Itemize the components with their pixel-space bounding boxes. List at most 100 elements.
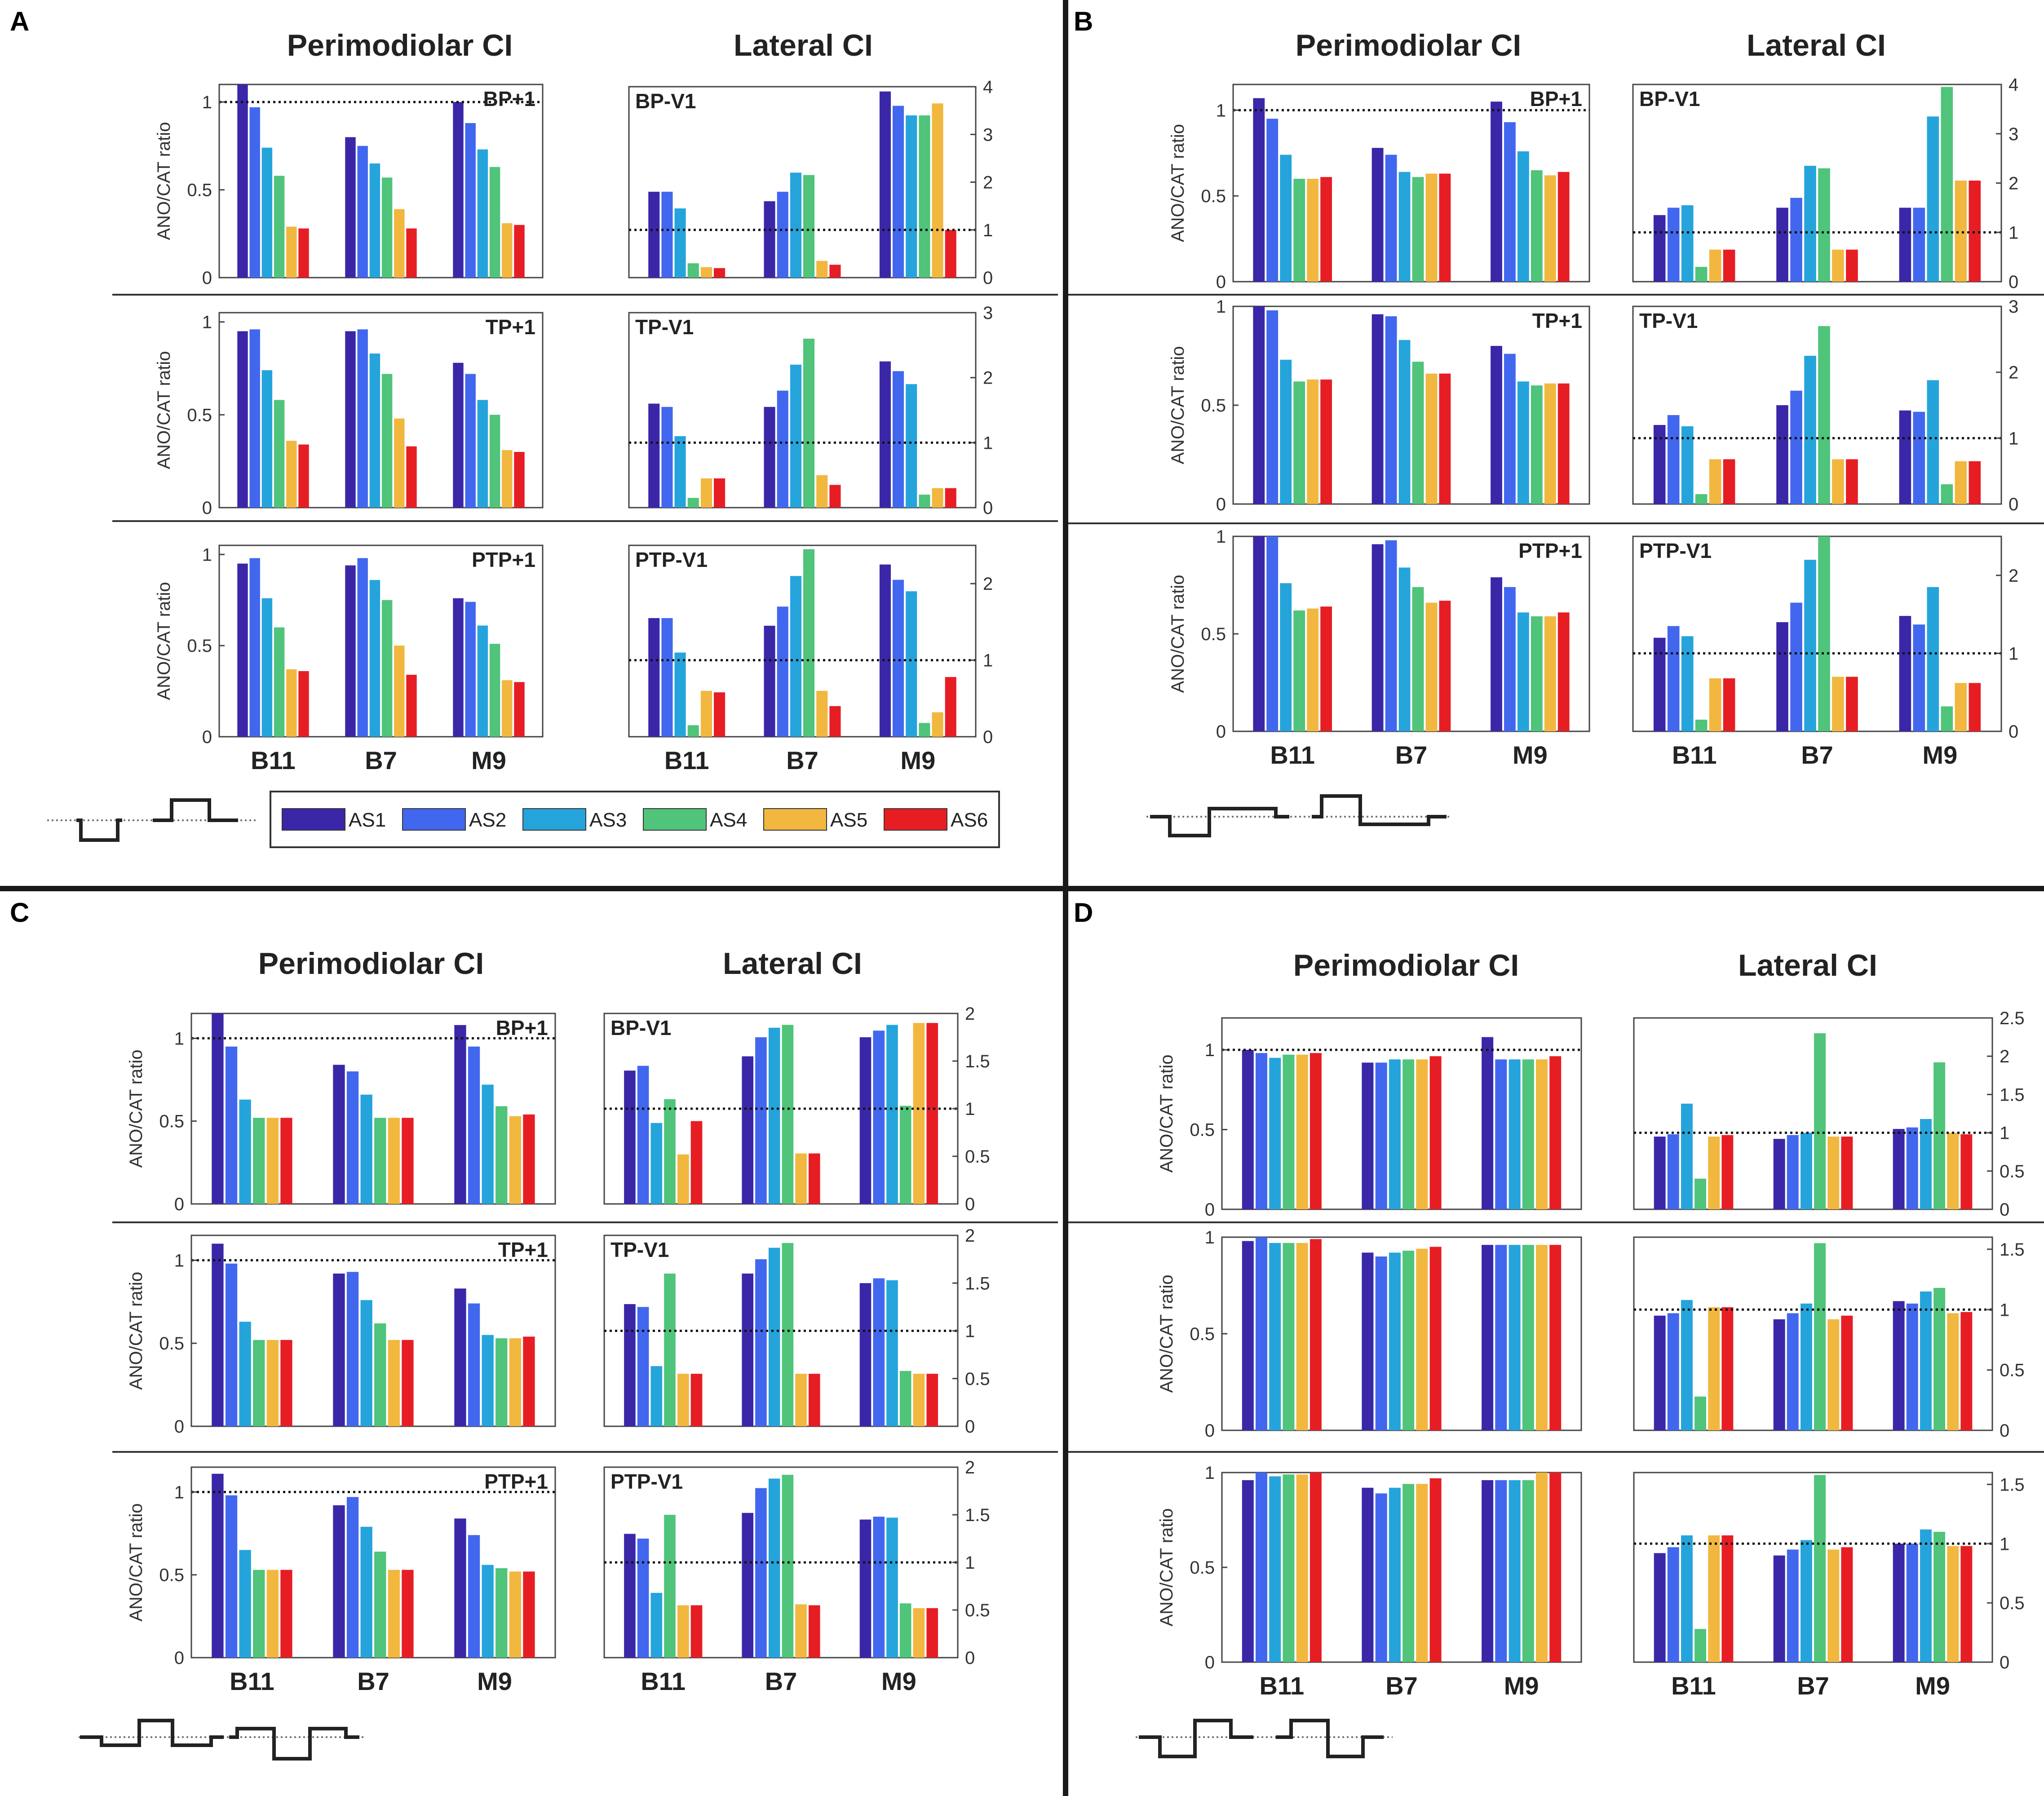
condition-label: TP+1: [486, 315, 535, 339]
bar-as4-m9: [1941, 87, 1953, 282]
bar-as1-b11: [237, 331, 248, 508]
bar-as2-b7: [346, 1071, 359, 1204]
bar-as1-b11: [1242, 1480, 1254, 1662]
bar-as5-b7: [1425, 373, 1438, 504]
bar-as5-b7: [1827, 1319, 1840, 1431]
y-tick-label: 1.5: [965, 1505, 990, 1525]
bar-as6-m9: [523, 1114, 535, 1204]
bar-as6-b11: [1320, 177, 1332, 282]
bar-as1-m9: [1893, 1301, 1905, 1430]
y-tick-label: 1: [1216, 297, 1226, 317]
column-title: Perimodiolar CI: [1296, 28, 1522, 62]
bar-as2-b11: [1266, 536, 1279, 731]
bar-as1-b11: [1253, 536, 1265, 731]
bar-as1-b11: [1242, 1050, 1254, 1209]
bar-as6-b11: [298, 444, 309, 508]
bar-as5-m9: [509, 1338, 521, 1426]
legend-label-as5: AS5: [830, 809, 867, 831]
x-category-label: M9: [471, 746, 506, 774]
bar-as1-b7: [1362, 1252, 1374, 1430]
bar-as3-b11: [650, 1593, 663, 1658]
bar-as5-m9: [1536, 1245, 1548, 1430]
bar-as3-m9: [906, 384, 917, 508]
bar-as5-b11: [1708, 1307, 1720, 1430]
plot-frame: [190, 1234, 556, 1427]
bar-as6-b11: [1721, 1535, 1734, 1662]
y-tick-label: 0.5: [965, 1601, 990, 1620]
bar-as1-b7: [742, 1274, 753, 1426]
y-tick-label: 1: [202, 313, 212, 332]
bar-as2-m9: [468, 1535, 480, 1658]
bar-as4-m9: [1941, 484, 1953, 504]
bar-as1-b7: [345, 137, 356, 278]
bar-as2-m9: [465, 602, 476, 737]
bar-as5-m9: [932, 712, 943, 737]
bar-as2-b7: [1375, 1493, 1387, 1662]
column-title: Lateral CI: [734, 28, 873, 62]
condition-label: BP-V1: [635, 89, 696, 113]
bar-as2-b11: [1667, 626, 1680, 731]
condition-label: TP-V1: [635, 315, 694, 339]
bar-as6-m9: [945, 230, 956, 278]
bar-as4-m9: [1933, 1531, 1945, 1662]
bar-as4-m9: [1522, 1059, 1534, 1209]
bar-as1-b7: [1372, 314, 1384, 504]
bar-as5-b7: [795, 1153, 807, 1204]
bar-as4-m9: [899, 1603, 911, 1658]
x-category-label: M9: [1504, 1672, 1539, 1700]
bar-as1-b11: [624, 1304, 636, 1426]
bar-as4-b11: [1695, 267, 1708, 282]
bar-as6-b11: [1310, 1239, 1322, 1430]
bar-as2-m9: [1495, 1480, 1507, 1662]
legend-swatch-as3: [522, 808, 586, 831]
y-tick-label: 2: [965, 1226, 975, 1246]
bar-as6-b11: [1320, 379, 1332, 504]
x-category-label: M9: [881, 1667, 916, 1695]
bar-as4-b11: [1293, 381, 1305, 504]
bar-as5-m9: [1947, 1132, 1959, 1209]
y-axis-title: ANO/CAT ratio: [126, 1049, 146, 1168]
bar-as2-b7: [1375, 1062, 1387, 1209]
bar-as6-m9: [926, 1608, 938, 1658]
y-tick-label: 0: [1205, 1200, 1215, 1220]
condition-label: BP+1: [1530, 87, 1582, 111]
y-axis-title: ANO/CAT ratio: [154, 582, 174, 700]
bar-as5-b11: [1709, 459, 1721, 504]
bar-as1-m9: [1893, 1129, 1905, 1209]
bar-as5-b11: [286, 441, 297, 508]
bar-as3-m9: [906, 115, 917, 278]
bar-as2-m9: [1504, 122, 1516, 282]
bar-as2-b7: [1385, 316, 1397, 504]
y-tick-label: 3: [2009, 297, 2018, 317]
bar-as6-b7: [406, 446, 417, 508]
bar-as4-m9: [919, 723, 930, 737]
y-tick-label: 0: [202, 268, 212, 288]
chart-D-lat-1: 0 0.5 1 1.5 2 2.5: [1633, 1009, 2025, 1220]
bar-as3-b7: [1801, 1132, 1812, 1209]
plot-frame: [218, 84, 544, 279]
bar-as3-b7: [360, 1094, 372, 1204]
chart-B-lat-1: BP-V1 0 1 2 3 4: [1632, 75, 2018, 292]
bar-as5-b7: [388, 1570, 400, 1658]
y-axis-title: ANO/CAT ratio: [126, 1272, 146, 1390]
bar-as4-b7: [1412, 177, 1424, 282]
bar-as4-b7: [1818, 536, 1830, 731]
bar-as4-b11: [1283, 1474, 1295, 1662]
y-axis-title: ANO/CAT ratio: [154, 122, 174, 240]
bar-as4-b11: [253, 1340, 265, 1426]
charts-layer: BP+1 0 0.5 1 ANO/CAT ratio BP-V1 0 1 2 3 4 TP+1 0 0.5…: [126, 75, 2025, 1700]
chart-A-peri-2: TP+1 0 0.5 1 ANO/CAT ratio: [154, 312, 544, 518]
bar-as3-b11: [1280, 155, 1292, 282]
bar-as5-b7: [795, 1604, 807, 1658]
y-tick-label: 4: [2009, 75, 2018, 95]
y-tick-label: 1: [983, 433, 993, 453]
bar-as3-m9: [1927, 587, 1939, 731]
legend-label-as6: AS6: [951, 809, 988, 831]
condition-label: PTP-V1: [1639, 539, 1712, 562]
bar-as5-m9: [1544, 383, 1556, 504]
bar-as2-m9: [893, 106, 904, 278]
bar-as5-b11: [1709, 249, 1721, 282]
condition-label: BP+1: [496, 1016, 548, 1040]
bar-as4-m9: [1531, 385, 1543, 504]
y-tick-label: 1.5: [2000, 1240, 2025, 1260]
